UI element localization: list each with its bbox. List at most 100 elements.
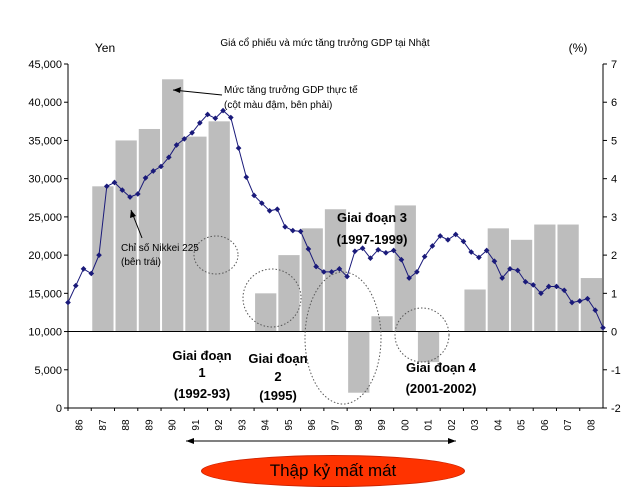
phase2-line3: (1995): [259, 388, 297, 403]
nikkei-point: [235, 145, 242, 151]
phase1-line2: 1: [198, 365, 205, 380]
left-tick-label: 15,000: [28, 288, 62, 300]
left-axis-unit: Yen: [95, 41, 115, 55]
lost-decade-text: Thập kỷ mất mát: [269, 461, 397, 480]
gdp-annotation-line1: Mức tăng trưởng GDP thực tế: [224, 84, 358, 96]
nikkei-annotation-line2: (bên trái): [121, 257, 161, 268]
x-tick-label: 01: [424, 419, 435, 431]
x-tick-label: 04: [493, 419, 504, 431]
nikkei-point: [227, 114, 234, 121]
nikkei-point: [220, 107, 226, 114]
phase4-line1: Giai đoạn 4: [406, 360, 477, 375]
nikkei-point: [134, 191, 141, 197]
gdp-bars: [92, 79, 602, 393]
right-tick-label: 6: [611, 97, 617, 109]
left-tick-label: 20,000: [28, 250, 62, 262]
x-tick-label: 88: [121, 419, 132, 431]
x-tick-label: 03: [470, 419, 481, 431]
x-tick-label: 90: [168, 419, 179, 431]
gdp-bar: [464, 289, 486, 332]
right-tick-label: 0: [611, 327, 617, 339]
nikkei-point: [297, 228, 304, 235]
phase2-line2: 2: [274, 369, 281, 384]
phase2-ellipse: [242, 268, 302, 328]
nikkei-point: [375, 246, 381, 253]
gdp-bar: [162, 79, 184, 332]
nikkei-point: [127, 194, 133, 200]
gdp-bar: [138, 128, 161, 332]
nikkei-point: [538, 290, 544, 297]
nikkei-point: [406, 275, 412, 281]
x-tick-label: 02: [447, 419, 458, 431]
nikkei-point: [119, 187, 126, 193]
nikkei-point: [80, 266, 87, 272]
right-tick-label: 5: [611, 135, 617, 147]
nikkei-point: [383, 249, 389, 256]
gdp-annotation: Mức tăng trưởng GDP thực tế (cột màu đậm…: [172, 84, 358, 111]
nikkei-point: [460, 238, 467, 245]
nikkei-point: [483, 247, 490, 254]
phase4-ellipse: [394, 307, 450, 363]
nikkei-point: [468, 249, 475, 255]
right-tick-label: 2: [611, 250, 617, 262]
nikkei-point: [96, 252, 102, 258]
gdp-annotation-line2: (cột màu đậm, bên phải): [224, 100, 332, 111]
nikkei-point: [243, 174, 250, 180]
nikkei-point: [65, 299, 71, 306]
gdp-bar: [92, 186, 114, 332]
nikkei-point: [445, 237, 451, 243]
nikkei-annotation-line1: Chỉ số Nikkei 225: [121, 242, 199, 254]
x-tick-label: 86: [75, 419, 86, 431]
x-tick-label: 96: [307, 419, 318, 431]
nikkei-point: [561, 287, 568, 294]
phase3-line2: (1997-1999): [337, 232, 408, 247]
nikkei-point: [181, 136, 188, 142]
nikkei-point: [476, 254, 482, 261]
nikkei-point: [197, 120, 203, 126]
nikkei-point: [158, 163, 164, 170]
nikkei-point: [336, 266, 343, 272]
nikkei-point: [212, 115, 219, 122]
x-tick-label: 97: [331, 419, 342, 431]
left-tick-label: 35,000: [28, 135, 62, 147]
right-tick-label: 7: [611, 59, 617, 71]
nikkei-point: [367, 255, 374, 262]
nikkei-point: [352, 248, 358, 255]
x-tick-label: 94: [261, 419, 272, 431]
x-tick-label: 89: [144, 419, 155, 431]
nikkei-point: [592, 307, 599, 314]
nikkei-point: [173, 142, 180, 148]
gdp-bar: [115, 140, 137, 332]
gdp-bar: [534, 224, 556, 332]
gdp-bar: [417, 331, 440, 363]
left-tick-label: 25,000: [28, 212, 62, 224]
left-tick-label: 40,000: [28, 97, 62, 109]
gdp-bar: [371, 316, 393, 332]
x-tick-label: 93: [237, 419, 248, 431]
nikkei-annotation: Chỉ số Nikkei 225 (bên trái): [121, 209, 199, 268]
nikkei-point: [553, 283, 560, 290]
nikkei-point: [258, 200, 265, 206]
gdp-bar: [348, 331, 370, 393]
nikkei-point: [189, 129, 195, 136]
nikkei-point: [290, 227, 296, 234]
right-tick-label: -1: [611, 365, 621, 377]
nikkei-point: [305, 246, 312, 252]
nikkei-point: [576, 298, 583, 304]
x-tick-label: 05: [517, 419, 528, 431]
left-tick-label: 0: [56, 403, 62, 415]
chart-title: Giá cổ phiếu và mức tăng trưởng GDP tại …: [220, 37, 430, 49]
phase-labels: Giai đoạn 1 (1992-93) Giai đoạn 2 (1995)…: [172, 210, 476, 403]
gdp-bar: [208, 121, 230, 332]
phase1-line3: (1992-93): [174, 386, 230, 401]
nikkei-point: [328, 269, 335, 275]
nikkei-point: [142, 175, 149, 181]
right-tick-label: 1: [611, 288, 617, 300]
gdp-bar: [510, 239, 533, 332]
phase3-ellipse: [304, 271, 382, 405]
x-tick-label: 00: [400, 419, 411, 431]
nikkei-point: [274, 206, 281, 213]
axes: [67, 64, 604, 409]
gdp-bar: [278, 255, 300, 332]
right-tick-label: 4: [611, 174, 617, 186]
